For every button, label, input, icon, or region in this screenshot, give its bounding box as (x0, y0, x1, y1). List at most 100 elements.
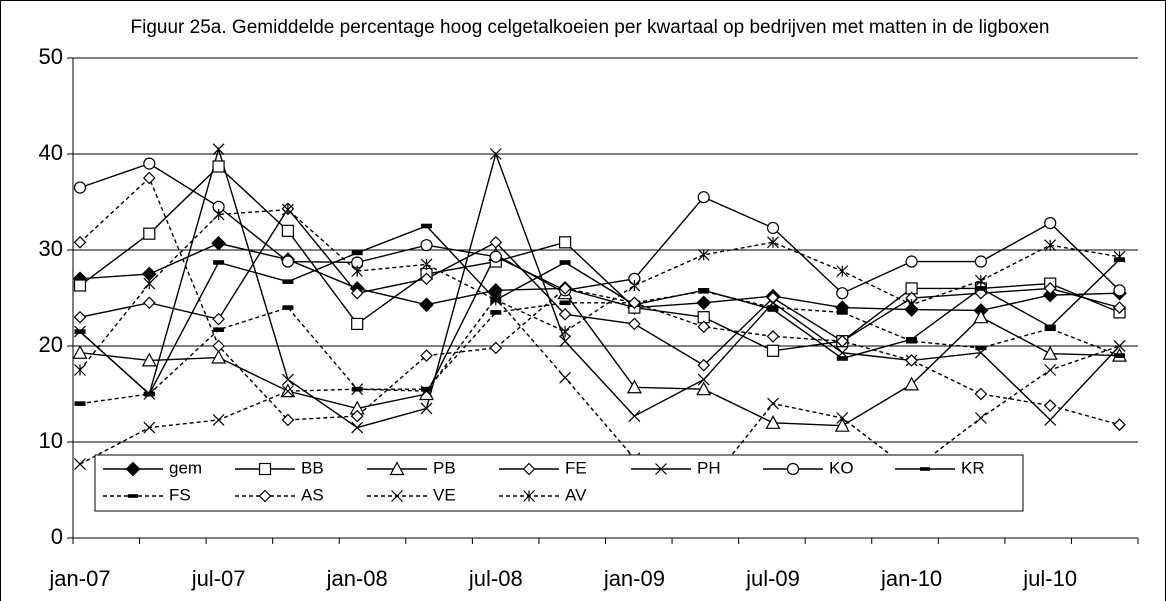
x-tick-label: jan-08 (326, 566, 388, 591)
marker (351, 383, 364, 396)
series-line (79, 165, 1120, 352)
marker (1113, 250, 1126, 263)
marker (281, 373, 294, 386)
marker (697, 373, 710, 386)
marker (974, 412, 987, 424)
marker (1044, 239, 1057, 252)
marker (836, 412, 849, 424)
y-tick-label: 50 (39, 44, 63, 69)
marker (212, 143, 225, 156)
marker (489, 250, 502, 263)
y-tick-label: 40 (39, 140, 63, 165)
series-line (79, 253, 1120, 427)
marker (143, 157, 156, 170)
marker (974, 274, 987, 287)
marker (905, 298, 918, 311)
marker (212, 339, 225, 353)
marker (698, 288, 710, 294)
marker (281, 203, 294, 216)
marker (73, 310, 87, 324)
marker (420, 349, 433, 362)
x-tick-label: jan-07 (48, 566, 110, 591)
marker (1114, 353, 1125, 358)
series-line (79, 242, 1120, 312)
legend-marker (655, 463, 667, 475)
marker (73, 279, 87, 292)
x-tick-label: jan-10 (880, 566, 942, 591)
marker (489, 235, 503, 249)
legend-label: PH (697, 458, 721, 477)
marker (697, 191, 710, 204)
marker (906, 338, 918, 344)
series-line (79, 176, 1120, 426)
marker (74, 364, 86, 376)
marker (420, 272, 433, 286)
marker (628, 410, 641, 423)
marker (559, 335, 572, 348)
marker (836, 265, 849, 278)
marker (559, 300, 571, 306)
legend-label: AS (301, 485, 324, 504)
legend-label: KR (961, 458, 985, 477)
marker (1044, 326, 1056, 332)
marker (74, 329, 86, 334)
marker (281, 385, 294, 398)
marker (212, 413, 225, 426)
marker (1043, 282, 1057, 295)
marker (212, 208, 225, 221)
marker (765, 415, 781, 429)
marker (975, 345, 987, 351)
marker (1042, 345, 1058, 360)
marker (74, 401, 86, 406)
x-tick-label: jul-07 (191, 566, 246, 591)
marker (559, 371, 572, 384)
legend-marker (258, 462, 272, 476)
marker (558, 307, 572, 321)
series-line (79, 290, 1120, 405)
series-line (79, 225, 1120, 396)
marker (143, 227, 156, 240)
legend-label: gem (169, 458, 202, 477)
marker (73, 235, 87, 249)
marker (628, 317, 641, 331)
legend-marker (389, 461, 405, 476)
legend-marker (391, 490, 403, 502)
marker (697, 248, 710, 261)
marker (1113, 284, 1126, 297)
marker (489, 293, 502, 306)
marker (834, 417, 850, 432)
legend-marker (128, 494, 138, 498)
marker (211, 349, 227, 364)
marker (351, 250, 363, 256)
marker (489, 341, 503, 355)
marker (696, 381, 712, 396)
marker (281, 413, 295, 427)
marker (767, 305, 779, 310)
legend-marker (522, 462, 536, 476)
marker (905, 354, 918, 367)
series-line (79, 146, 1121, 429)
marker (905, 255, 918, 268)
legend-label: FS (169, 485, 191, 504)
marker (1113, 340, 1126, 352)
x-tick-label: jul-09 (745, 566, 800, 591)
marker (489, 148, 502, 160)
marker (420, 385, 433, 398)
marker (836, 310, 848, 315)
marker (72, 344, 88, 359)
y-tick-label: 30 (39, 236, 63, 261)
marker (1043, 399, 1057, 412)
legend-marker (786, 462, 800, 476)
marker (490, 310, 502, 315)
marker (350, 409, 364, 423)
marker (213, 327, 225, 332)
marker (904, 376, 920, 391)
legend-marker (258, 489, 272, 503)
marker (974, 387, 988, 401)
marker (420, 239, 433, 252)
series-line (79, 162, 1120, 295)
marker (212, 312, 225, 326)
legend-marker (523, 490, 535, 502)
marker (142, 171, 156, 185)
